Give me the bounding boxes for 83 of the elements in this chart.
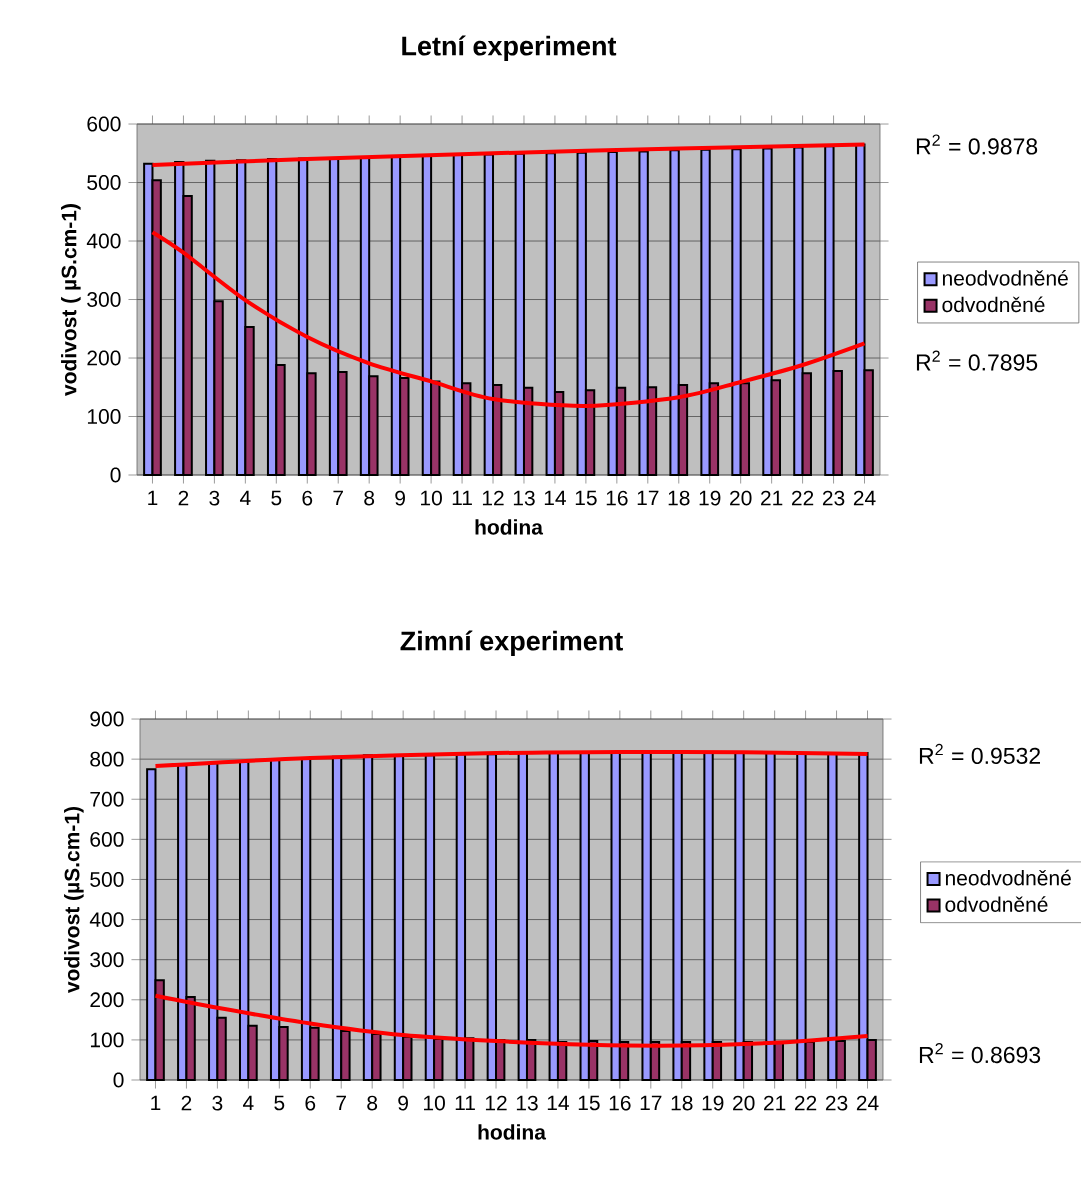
x-tick-label: 3 — [209, 490, 220, 506]
x-tick-label: 21 — [764, 1095, 786, 1111]
x-tick-label: 1 — [151, 1095, 161, 1111]
y-tick-label: 400 — [89, 912, 124, 928]
y-tick-label: 600 — [87, 116, 121, 132]
x-tick-label: 15 — [575, 490, 597, 506]
x-tick-label: 21 — [761, 490, 783, 506]
x-tick-label: 20 — [733, 1095, 755, 1111]
text: R$^{2}$ = 0.9878 — [916, 134, 1038, 155]
x-axis-title: hodina — [478, 1124, 547, 1140]
legend-label: neodvodněné — [945, 869, 1071, 886]
x-tick-label: 6 — [302, 490, 313, 506]
x-tick-label: 20 — [730, 490, 752, 506]
x-tick-label: 7 — [336, 1095, 346, 1111]
x-tick-label: 24 — [853, 490, 876, 506]
y-tick-label: 500 — [90, 872, 124, 887]
chart-title: Letní experiment — [402, 35, 617, 61]
text: R$^{2}$ = 0.9532 — [919, 743, 1040, 765]
line-series — [150, 142, 867, 167]
x-tick-label: 19 — [702, 1095, 724, 1111]
x-tick-label: 1 — [148, 490, 158, 506]
x-tick-label: 8 — [367, 1095, 378, 1111]
y-tick-label: 700 — [90, 791, 124, 807]
y-tick-label: 100 — [90, 1032, 124, 1048]
x-tick-label: 5 — [274, 1095, 285, 1111]
x-tick-label: 4 — [242, 1095, 254, 1111]
x-tick-label: 5 — [271, 490, 282, 506]
x-tick-label: 23 — [822, 490, 845, 506]
y-tick-label: 300 — [87, 292, 121, 307]
x-tick-label: 18 — [671, 1095, 693, 1111]
line-series — [153, 749, 870, 768]
y-tick-label: 500 — [87, 175, 121, 190]
x-tick-label: 7 — [333, 490, 343, 506]
x-tick-label: 9 — [398, 1095, 408, 1111]
x-tick-label: 8 — [364, 490, 375, 506]
x-tick-label: 9 — [395, 490, 405, 506]
x-tick-label: 13 — [513, 490, 535, 506]
y-axis-title: vodivost (µS.cm-1) — [64, 807, 84, 993]
x-tick-label: 14 — [547, 1095, 569, 1111]
y-tick-label: 100 — [87, 409, 121, 424]
x-tick-label: 22 — [791, 490, 814, 506]
y-tick-label: 200 — [87, 350, 121, 366]
x-tick-label: 6 — [305, 1095, 316, 1111]
x-tick-label: 19 — [699, 490, 721, 506]
x-axis-title: hodina — [475, 519, 544, 535]
line-series — [153, 993, 870, 1048]
y-tick-label: 900 — [90, 711, 124, 727]
x-tick-label: 17 — [637, 490, 659, 506]
x-tick-label: 16 — [609, 1095, 631, 1111]
y-tick-label: 600 — [90, 831, 124, 847]
x-tick-label: 4 — [239, 490, 251, 506]
y-tick-label: 400 — [86, 233, 121, 249]
text: R$^{2}$ = 0.8693 — [919, 1042, 1041, 1064]
legend-label: odvodněné — [945, 896, 1048, 912]
legend-label: neodvodněné — [942, 270, 1068, 286]
y-tick-label: 200 — [90, 992, 124, 1008]
legend-label: odvodněné — [942, 296, 1045, 313]
x-tick-label: 11 — [452, 490, 472, 506]
x-tick-label: 2 — [178, 490, 189, 506]
x-tick-label: 11 — [455, 1095, 475, 1111]
x-tick-label: 13 — [516, 1095, 538, 1111]
x-tick-label: 24 — [856, 1095, 879, 1111]
x-tick-label: 23 — [825, 1095, 848, 1111]
x-tick-label: 14 — [544, 490, 566, 506]
x-tick-label: 12 — [482, 490, 504, 506]
x-tick-label: 2 — [181, 1095, 192, 1111]
x-tick-label: 18 — [668, 490, 690, 506]
y-axis-title: vodivost ( µS.cm-1) — [61, 204, 81, 396]
line-series — [150, 230, 867, 408]
y-tick-label: 0 — [113, 1072, 124, 1088]
x-tick-label: 10 — [421, 490, 442, 506]
x-tick-label: 12 — [485, 1095, 507, 1111]
y-tick-label: 300 — [90, 952, 124, 968]
x-tick-label: 3 — [212, 1095, 223, 1111]
x-tick-label: 10 — [424, 1095, 445, 1111]
x-tick-label: 22 — [794, 1095, 817, 1111]
y-tick-label: 0 — [110, 467, 121, 483]
x-tick-label: 15 — [578, 1095, 600, 1111]
x-tick-label: 17 — [640, 1095, 662, 1111]
chart-title: Zimní experiment — [400, 630, 623, 656]
text: R$^{2}$ = 0.7895 — [916, 350, 1038, 371]
x-tick-label: 16 — [606, 490, 628, 506]
y-tick-label: 800 — [90, 751, 124, 767]
